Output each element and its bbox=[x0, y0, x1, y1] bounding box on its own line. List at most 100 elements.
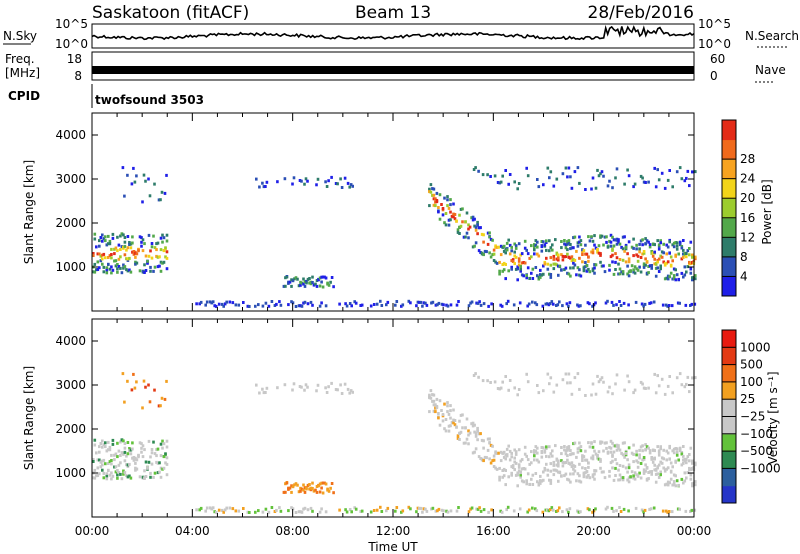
power-cell bbox=[614, 238, 617, 242]
power-cell bbox=[122, 246, 125, 250]
velocity-cell bbox=[550, 506, 554, 510]
velocity-cell bbox=[98, 450, 101, 454]
velocity-cell bbox=[489, 461, 493, 465]
power-cell bbox=[662, 242, 665, 246]
power-cell bbox=[691, 261, 694, 264]
velocity-cell bbox=[638, 448, 641, 452]
power-cell bbox=[315, 279, 319, 282]
velocity-cell bbox=[594, 507, 597, 511]
velocity-cell bbox=[536, 458, 539, 462]
velocity-cell bbox=[606, 451, 610, 455]
power-cell bbox=[652, 300, 656, 304]
velocity-cell bbox=[231, 507, 235, 511]
power-cell bbox=[520, 252, 524, 256]
velocity-cell bbox=[122, 469, 125, 473]
power-cell bbox=[594, 186, 598, 190]
velocity-cell bbox=[210, 507, 213, 511]
power-cell bbox=[265, 180, 269, 184]
velocity-cell bbox=[117, 449, 121, 453]
power-cell bbox=[549, 273, 553, 276]
velocity-cell bbox=[584, 449, 587, 453]
power-cell bbox=[162, 236, 166, 240]
power-cell bbox=[278, 300, 281, 304]
power-cell bbox=[531, 300, 534, 304]
power-cell bbox=[544, 302, 548, 306]
velocity-cell bbox=[143, 448, 146, 452]
power-cell bbox=[561, 258, 565, 262]
velocity-cell bbox=[318, 482, 322, 486]
velocity-cell bbox=[99, 465, 103, 469]
power-cell bbox=[555, 251, 559, 255]
power-cell bbox=[685, 176, 688, 180]
velocity-cell bbox=[546, 473, 550, 477]
velocity-cell bbox=[198, 508, 201, 512]
power-cell bbox=[563, 255, 566, 259]
velocity-cell bbox=[694, 483, 697, 487]
velocity-cell bbox=[563, 461, 566, 465]
velocity-cell bbox=[651, 460, 655, 464]
velocity-cell bbox=[430, 507, 433, 511]
velocity-cell bbox=[650, 470, 653, 473]
power-cell bbox=[120, 245, 124, 249]
velocity-cell bbox=[147, 439, 151, 443]
velocity-cell bbox=[614, 444, 617, 448]
velocity-cell bbox=[566, 381, 569, 385]
power-cell bbox=[569, 175, 572, 179]
velocity-cell bbox=[627, 380, 631, 384]
power-cell bbox=[93, 237, 97, 241]
power-cell bbox=[666, 274, 670, 278]
velocity-cell bbox=[563, 474, 566, 478]
velocity-cell bbox=[476, 429, 479, 433]
velocity-cell bbox=[694, 463, 697, 467]
power-cell bbox=[564, 166, 568, 170]
velocity-cell bbox=[434, 403, 437, 407]
power-cell bbox=[593, 263, 596, 267]
velocity-cell bbox=[619, 510, 623, 513]
power-cell bbox=[449, 198, 452, 202]
power-cell bbox=[609, 255, 613, 259]
power-cell bbox=[632, 246, 635, 250]
velocity-cell bbox=[593, 449, 596, 453]
cpid-label: CPID bbox=[8, 89, 40, 103]
power-cell bbox=[570, 259, 574, 263]
power-cell bbox=[504, 251, 507, 255]
velocity-cell bbox=[659, 460, 662, 464]
power-cell bbox=[291, 279, 295, 283]
velocity-cell bbox=[548, 382, 551, 386]
power-cell bbox=[453, 217, 457, 221]
velocity-cell bbox=[650, 472, 653, 476]
power-cell bbox=[476, 232, 479, 236]
velocity-cell bbox=[419, 506, 423, 510]
velocity-cell bbox=[486, 379, 489, 383]
velocity-cell bbox=[539, 481, 542, 485]
velocity-cell bbox=[447, 424, 451, 428]
velocity-cell bbox=[458, 419, 461, 423]
power-cell bbox=[165, 239, 169, 243]
power-cell bbox=[540, 240, 544, 243]
colorbar-tick-label: 28 bbox=[740, 152, 755, 166]
velocity-cell bbox=[147, 383, 150, 387]
velocity-cell bbox=[545, 462, 548, 466]
power-cell bbox=[424, 301, 427, 305]
power-cell bbox=[663, 186, 667, 190]
power-cell bbox=[632, 185, 635, 189]
velocity-cell bbox=[540, 451, 544, 455]
power-cell bbox=[672, 241, 676, 245]
power-cell bbox=[600, 234, 604, 238]
velocity-cell bbox=[621, 441, 625, 445]
velocity-cell bbox=[473, 430, 476, 434]
power-cell bbox=[526, 304, 529, 308]
velocity-cell bbox=[513, 448, 516, 452]
colorbar-swatch bbox=[722, 381, 736, 400]
velocity-cell bbox=[334, 388, 338, 391]
velocity-cell bbox=[507, 388, 510, 392]
velocity-cell bbox=[493, 380, 497, 384]
power-cell bbox=[285, 275, 289, 279]
velocity-cell bbox=[303, 506, 307, 510]
velocity-cell bbox=[432, 399, 436, 403]
power-cell bbox=[93, 262, 97, 266]
power-cell bbox=[261, 181, 264, 185]
power-cell bbox=[155, 248, 158, 252]
velocity-cell bbox=[663, 469, 667, 473]
power-cell bbox=[691, 276, 694, 280]
